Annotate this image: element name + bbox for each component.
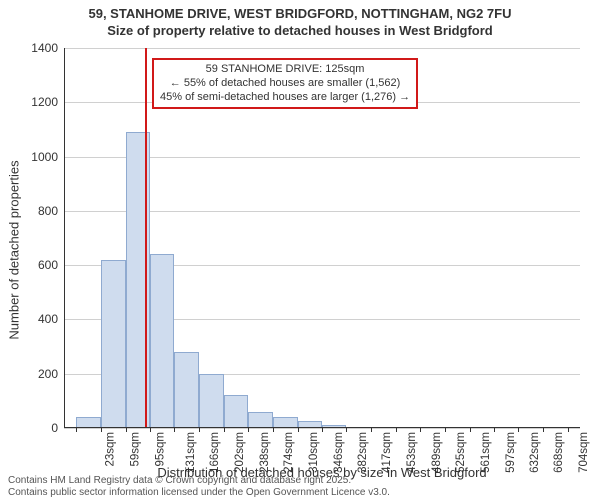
footer-attribution: Contains HM Land Registry data © Crown c… <box>8 475 390 498</box>
histogram-bar <box>199 374 224 428</box>
histogram-bar <box>174 352 199 428</box>
callout-box: 59 STANHOME DRIVE: 125sqm← 55% of detach… <box>152 58 418 109</box>
plot-area: 020040060080010001200140023sqm59sqm95sqm… <box>64 48 580 428</box>
histogram-bar <box>101 260 126 428</box>
histogram-bar <box>224 395 249 428</box>
x-tick-mark <box>101 428 102 432</box>
callout-line3: 45% of semi-detached houses are larger (… <box>160 91 410 105</box>
y-tick-label: 800 <box>38 204 58 218</box>
x-tick-mark <box>199 428 200 432</box>
x-tick-mark <box>420 428 421 432</box>
y-tick-label: 400 <box>38 312 58 326</box>
x-tick-mark <box>494 428 495 432</box>
histogram-bar <box>150 254 174 428</box>
x-tick-mark <box>150 428 151 432</box>
y-gridline <box>64 48 580 49</box>
x-tick-mark <box>518 428 519 432</box>
x-tick-mark <box>174 428 175 432</box>
chart-container: 59, STANHOME DRIVE, WEST BRIDGFORD, NOTT… <box>0 0 600 500</box>
x-tick-mark <box>126 428 127 432</box>
x-tick-mark <box>346 428 347 432</box>
chart-title: 59, STANHOME DRIVE, WEST BRIDGFORD, NOTT… <box>0 0 600 40</box>
x-tick-mark <box>543 428 544 432</box>
y-tick-label: 1000 <box>31 150 58 164</box>
footer-line2: Contains public sector information licen… <box>8 487 390 499</box>
x-tick-label: 95sqm <box>154 432 166 467</box>
x-tick-label: 59sqm <box>130 432 142 467</box>
y-tick-label: 0 <box>51 421 58 435</box>
y-tick-label: 1200 <box>31 95 58 109</box>
footer-line1: Contains HM Land Registry data © Crown c… <box>8 475 390 487</box>
x-tick-mark <box>396 428 397 432</box>
x-axis-line <box>64 427 580 428</box>
y-tick-label: 600 <box>38 258 58 272</box>
x-tick-mark <box>470 428 471 432</box>
title-line2: Size of property relative to detached ho… <box>0 23 600 40</box>
x-tick-mark <box>248 428 249 432</box>
x-tick-mark <box>371 428 372 432</box>
x-tick-mark <box>298 428 299 432</box>
y-tick-label: 200 <box>38 367 58 381</box>
x-tick-mark <box>273 428 274 432</box>
x-tick-label: 23sqm <box>105 432 117 467</box>
callout-line1: 59 STANHOME DRIVE: 125sqm <box>160 63 410 77</box>
title-line1: 59, STANHOME DRIVE, WEST BRIDGFORD, NOTT… <box>0 6 600 23</box>
marker-line <box>145 48 147 428</box>
x-tick-mark <box>322 428 323 432</box>
callout-line2: ← 55% of detached houses are smaller (1,… <box>160 77 410 91</box>
x-tick-mark <box>224 428 225 432</box>
x-tick-mark <box>568 428 569 432</box>
histogram-bar <box>248 412 273 428</box>
y-axis-label: Number of detached properties <box>7 71 22 250</box>
y-axis-line <box>64 48 65 428</box>
x-tick-mark <box>76 428 77 432</box>
x-tick-mark <box>445 428 446 432</box>
y-tick-label: 1400 <box>31 41 58 55</box>
